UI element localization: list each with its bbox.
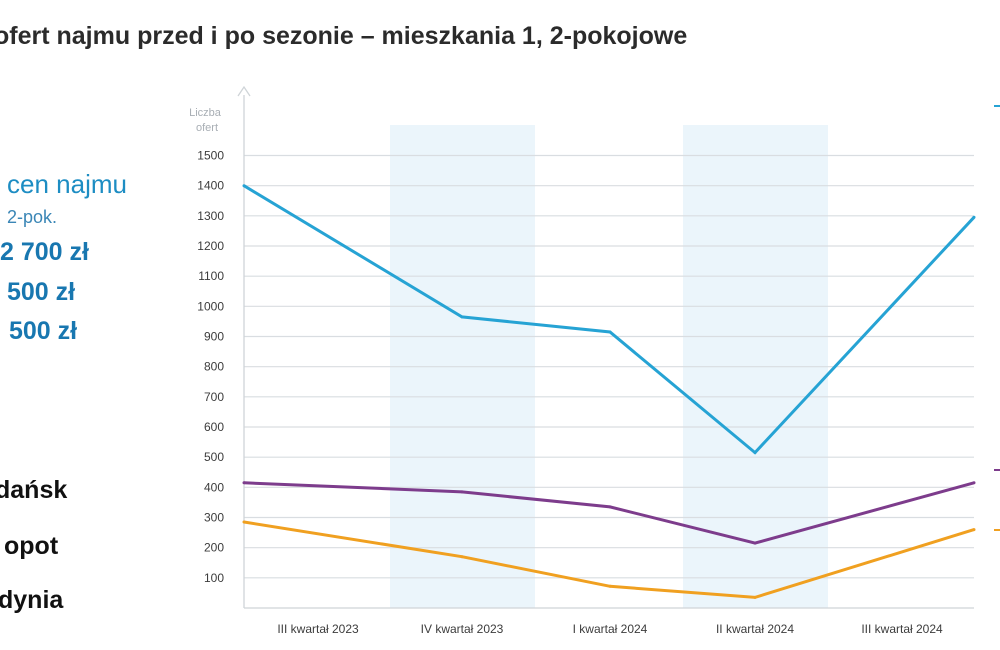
data-point-3-3 <box>608 584 612 588</box>
y-tick-label-1100: 1100 <box>198 269 224 283</box>
data-point-1-1 <box>242 184 246 188</box>
x-tick-labels: III kwartał 2023 IV kwartał 2023 I kwartał… <box>277 622 943 636</box>
y-tick-label-1500: 1500 <box>197 149 224 163</box>
y-tick-label-200: 200 <box>204 541 224 555</box>
prices-subheading: 2-pok. <box>7 207 58 227</box>
y-axis-title-line-2: ofert <box>196 122 218 134</box>
data-point-2-2 <box>460 490 464 494</box>
data-point-1-4 <box>753 451 757 455</box>
y-tick-label-1000: 1000 <box>197 299 224 313</box>
y-tick-label-300: 300 <box>204 511 224 525</box>
city-label-1: dańsk <box>0 476 68 504</box>
chart-title: ofert najmu przed i po sezonie – mieszka… <box>0 22 688 50</box>
x-tick-label-1: III kwartał 2023 <box>277 622 359 636</box>
y-tick-label-100: 100 <box>204 571 224 585</box>
y-tick-labels: 100 200 300 400 500 600 700 800 900 1000 1100 1200 1… <box>197 149 224 585</box>
data-point-1-3 <box>608 330 612 334</box>
price-value-1: 2 700 zł <box>0 238 89 266</box>
y-tick-label-800: 800 <box>204 360 224 374</box>
legend-marks <box>994 105 1000 531</box>
y-tick-label-1200: 1200 <box>197 239 224 253</box>
city-label-3: dynia <box>0 586 64 614</box>
city-label-2: opot <box>4 532 59 560</box>
y-tick-label-500: 500 <box>204 450 224 464</box>
x-tick-label-2: IV kwartał 2023 <box>421 622 504 636</box>
price-value-2: 500 zł <box>7 278 76 306</box>
y-tick-label-1400: 1400 <box>197 179 224 193</box>
data-point-3-2 <box>460 555 464 559</box>
grid-lines <box>244 154 974 579</box>
data-point-3-1 <box>242 520 246 524</box>
y-tick-label-1300: 1300 <box>197 209 224 223</box>
data-point-2-1 <box>242 481 246 485</box>
y-tick-label-400: 400 <box>204 480 224 494</box>
x-tick-label-3: I kwartał 2024 <box>573 622 648 636</box>
y-tick-label-600: 600 <box>204 420 224 434</box>
x-tick-label-4: II kwartał 2024 <box>716 622 794 636</box>
data-point-2-5 <box>972 481 976 485</box>
y-axis-arrow <box>237 85 251 97</box>
series-lines <box>242 184 976 599</box>
y-axis-title-line-1: Liczba <box>189 107 222 119</box>
data-point-2-3 <box>608 505 612 509</box>
data-point-3-4 <box>753 595 757 599</box>
data-point-1-2 <box>460 315 464 319</box>
x-tick-label-5: III kwartał 2024 <box>861 622 943 636</box>
data-point-3-5 <box>972 528 976 532</box>
price-value-3: 500 zł <box>9 317 78 345</box>
series-line-1 <box>243 184 976 455</box>
data-point-2-4 <box>753 541 757 545</box>
series-line-2 <box>243 481 975 545</box>
data-point-1-5 <box>972 215 976 219</box>
prices-heading: cen najmu <box>7 169 127 199</box>
y-tick-label-900: 900 <box>204 330 224 344</box>
y-tick-label-700: 700 <box>204 390 224 404</box>
